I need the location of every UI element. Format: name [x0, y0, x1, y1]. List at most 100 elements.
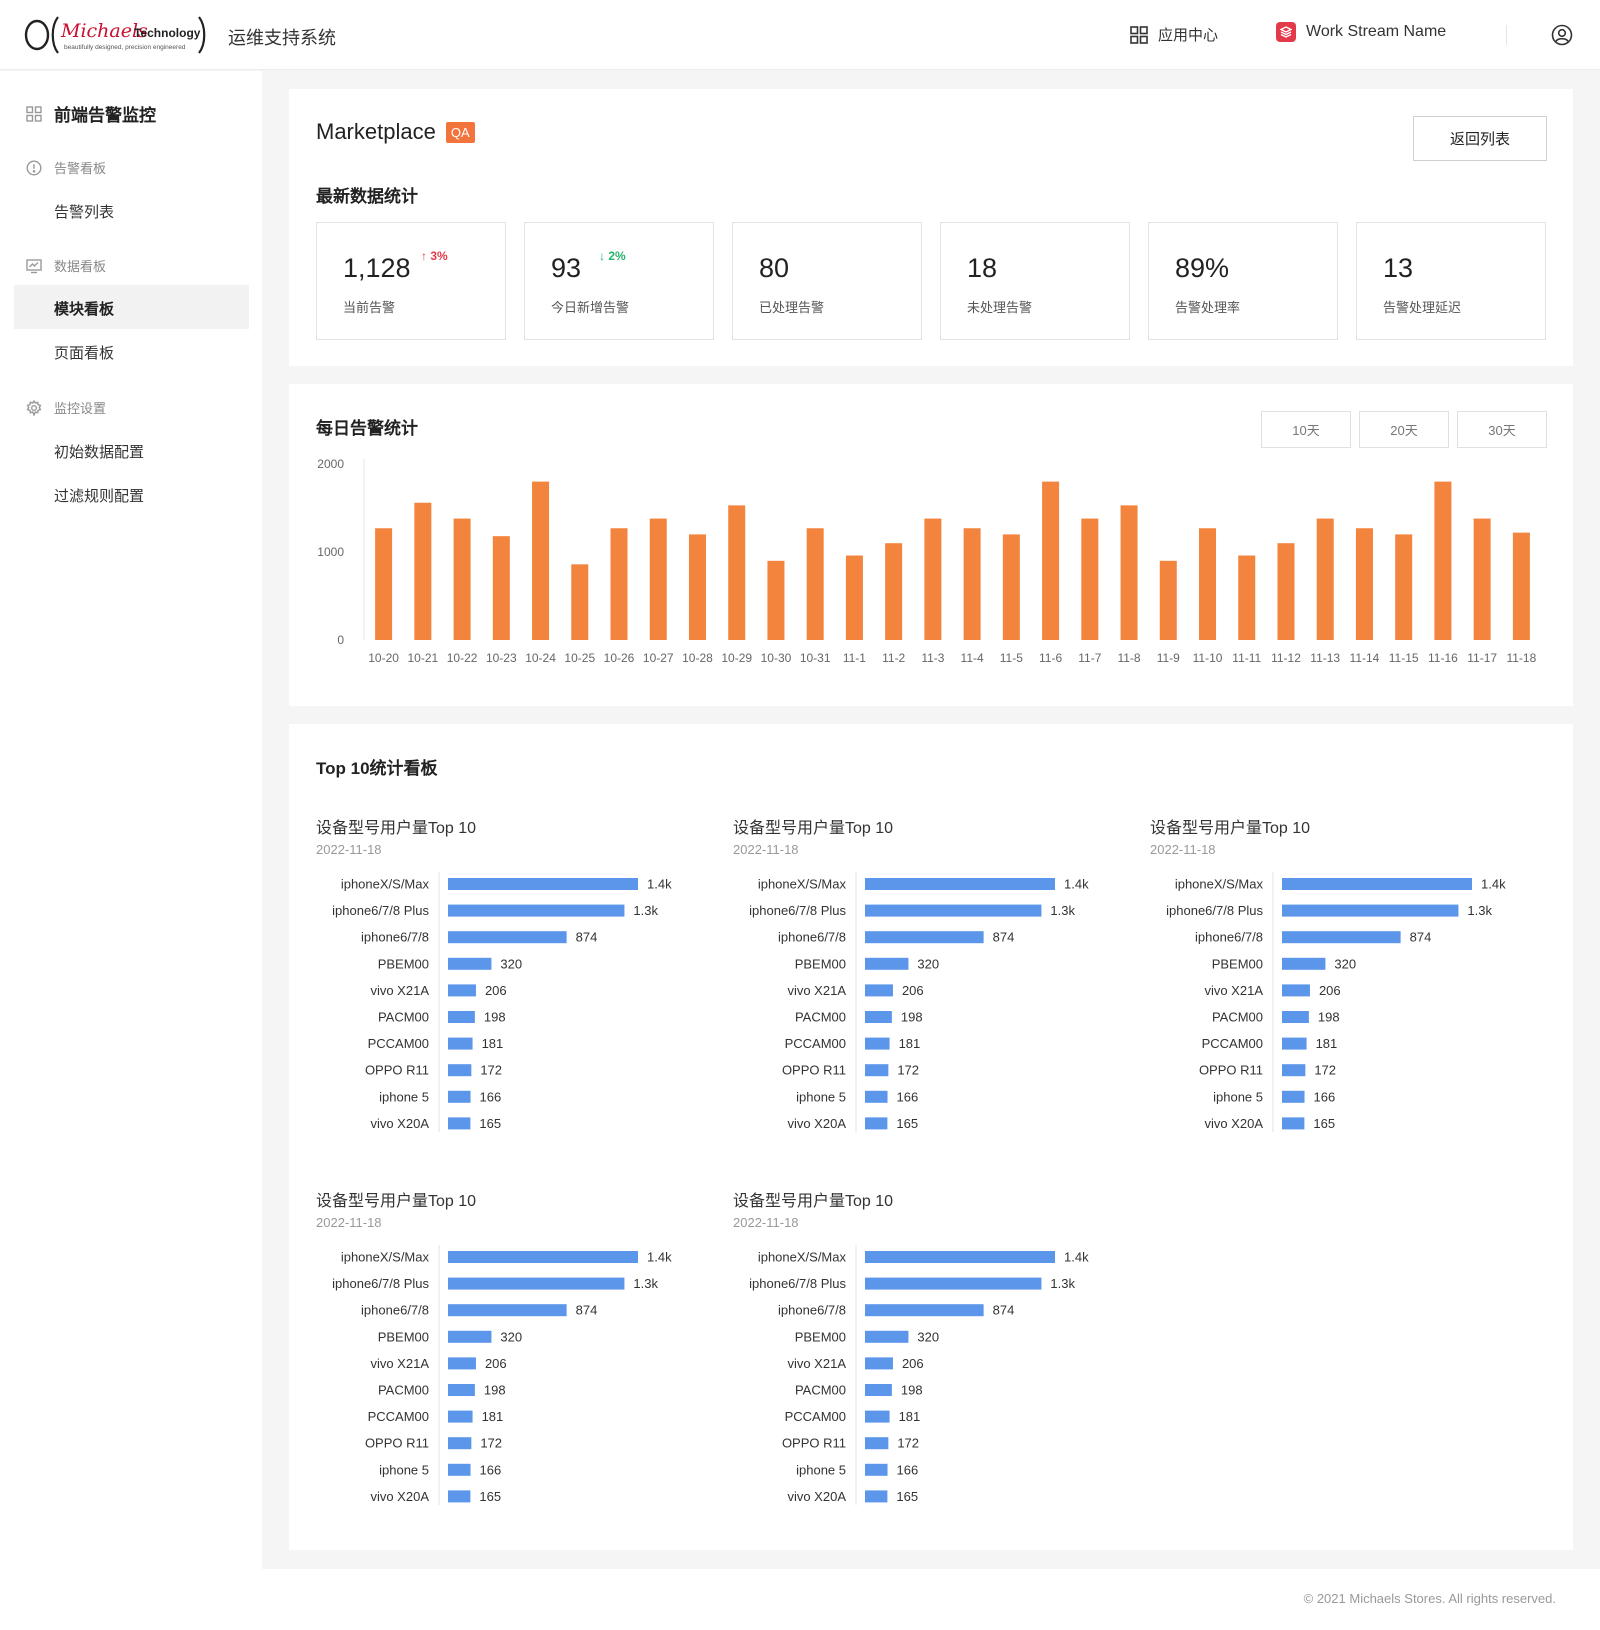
back-to-list-button[interactable]: 返回列表: [1413, 116, 1547, 161]
device-bar[interactable]: [1282, 1090, 1305, 1103]
device-bar[interactable]: [865, 1463, 888, 1476]
device-bar[interactable]: [1282, 1037, 1307, 1050]
device-bar[interactable]: [448, 1011, 475, 1023]
daily-bar[interactable]: [924, 518, 942, 640]
workstream-switcher[interactable]: Work Stream Name: [1276, 22, 1446, 42]
device-bar[interactable]: [865, 1357, 893, 1370]
range-10-days-button[interactable]: 10天: [1261, 411, 1351, 448]
sidebar-item-filter-rules[interactable]: 过滤规则配置: [54, 488, 145, 505]
device-bar[interactable]: [865, 904, 1042, 917]
device-bar[interactable]: [865, 1330, 909, 1343]
device-bar[interactable]: [448, 1117, 471, 1130]
sidebar-group-settings[interactable]: 监控设置: [26, 398, 106, 417]
device-bar[interactable]: [865, 931, 984, 944]
device-bar[interactable]: [1282, 878, 1472, 890]
sidebar-item-module-board[interactable]: 模块看板: [14, 285, 249, 329]
daily-bar[interactable]: [845, 555, 863, 640]
user-avatar-icon[interactable]: [1551, 24, 1573, 51]
stat-card-handle-delay[interactable]: 13 告警处理延迟: [1356, 222, 1546, 340]
michaels-logo[interactable]: Michaels Technology beautifully designed…: [24, 12, 210, 58]
stat-card-new-today[interactable]: 93 ↓ 2% 今日新增告警: [524, 222, 714, 340]
device-bar[interactable]: [1282, 931, 1401, 944]
daily-bar[interactable]: [649, 518, 667, 640]
device-bar[interactable]: [865, 984, 893, 997]
daily-bar[interactable]: [1434, 481, 1452, 640]
device-bar[interactable]: [865, 1277, 1042, 1290]
device-bar[interactable]: [448, 1437, 472, 1450]
device-bar[interactable]: [1282, 1117, 1305, 1130]
daily-bar[interactable]: [414, 502, 432, 640]
sidebar-item-page-board[interactable]: 页面看板: [54, 345, 115, 362]
daily-bar[interactable]: [375, 528, 393, 640]
device-bar[interactable]: [448, 904, 625, 917]
range-20-days-button[interactable]: 20天: [1359, 411, 1449, 448]
daily-bar[interactable]: [806, 528, 824, 640]
device-bar[interactable]: [448, 1384, 475, 1396]
daily-bar[interactable]: [1159, 560, 1177, 640]
app-center-link[interactable]: 应用中心: [1130, 24, 1218, 45]
device-bar[interactable]: [1282, 1064, 1306, 1077]
device-bar[interactable]: [1282, 904, 1459, 917]
sidebar-group-alert[interactable]: 告警看板: [26, 158, 106, 177]
daily-bar[interactable]: [453, 518, 471, 640]
daily-bar[interactable]: [885, 543, 903, 640]
device-bar[interactable]: [865, 1384, 892, 1396]
device-bar[interactable]: [1282, 1011, 1309, 1023]
daily-bar[interactable]: [1277, 543, 1295, 640]
daily-bar[interactable]: [1355, 528, 1373, 640]
daily-bar[interactable]: [1120, 505, 1138, 640]
device-bar[interactable]: [865, 1437, 889, 1450]
daily-bar[interactable]: [767, 560, 785, 640]
daily-bar[interactable]: [1395, 534, 1413, 640]
device-bar[interactable]: [865, 1011, 892, 1023]
daily-bar[interactable]: [728, 505, 746, 640]
daily-bar[interactable]: [1081, 518, 1099, 640]
device-bar[interactable]: [448, 1330, 492, 1343]
stat-card-handled[interactable]: 80 已处理告警: [732, 222, 922, 340]
device-bar[interactable]: [448, 878, 638, 890]
device-bar[interactable]: [865, 1090, 888, 1103]
stat-card-unhandled[interactable]: 18 未处理告警: [940, 222, 1130, 340]
device-bar[interactable]: [865, 1064, 889, 1077]
range-30-days-button[interactable]: 30天: [1457, 411, 1547, 448]
device-bar[interactable]: [448, 931, 567, 944]
sidebar-item-alert-list[interactable]: 告警列表: [54, 204, 115, 221]
device-bar[interactable]: [865, 1117, 888, 1130]
daily-bar[interactable]: [1316, 518, 1334, 640]
device-bar[interactable]: [448, 1304, 567, 1317]
device-bar[interactable]: [448, 1251, 638, 1263]
device-bar[interactable]: [865, 1251, 1055, 1263]
daily-bar[interactable]: [688, 534, 706, 640]
device-bar[interactable]: [448, 1037, 473, 1050]
device-bar[interactable]: [865, 957, 909, 970]
daily-bar[interactable]: [963, 528, 981, 640]
device-bar[interactable]: [448, 984, 476, 997]
daily-bar[interactable]: [1512, 532, 1530, 640]
daily-bar[interactable]: [532, 481, 550, 640]
daily-bar[interactable]: [1199, 528, 1217, 640]
device-bar[interactable]: [448, 1064, 472, 1077]
device-bar[interactable]: [865, 1410, 890, 1423]
device-bar[interactable]: [865, 1304, 984, 1317]
sidebar-item-init-config[interactable]: 初始数据配置: [54, 444, 145, 461]
device-bar[interactable]: [865, 1490, 888, 1503]
device-bar[interactable]: [448, 1090, 471, 1103]
device-bar[interactable]: [448, 1277, 625, 1290]
daily-bar[interactable]: [1002, 534, 1020, 640]
daily-bar[interactable]: [1473, 518, 1491, 640]
device-bar[interactable]: [1282, 957, 1326, 970]
daily-bar[interactable]: [1238, 555, 1256, 640]
daily-bar[interactable]: [1042, 481, 1060, 640]
daily-bar[interactable]: [610, 528, 628, 640]
device-bar[interactable]: [865, 878, 1055, 890]
stat-card-handle-rate[interactable]: 89% 告警处理率: [1148, 222, 1338, 340]
device-bar[interactable]: [448, 1410, 473, 1423]
daily-bar[interactable]: [571, 564, 589, 640]
device-bar[interactable]: [448, 1357, 476, 1370]
device-bar[interactable]: [448, 1463, 471, 1476]
stat-card-current-alerts[interactable]: 1,128 ↑ 3% 当前告警: [316, 222, 506, 340]
device-bar[interactable]: [448, 1490, 471, 1503]
device-bar[interactable]: [1282, 984, 1310, 997]
device-bar[interactable]: [865, 1037, 890, 1050]
daily-bar[interactable]: [492, 536, 510, 640]
